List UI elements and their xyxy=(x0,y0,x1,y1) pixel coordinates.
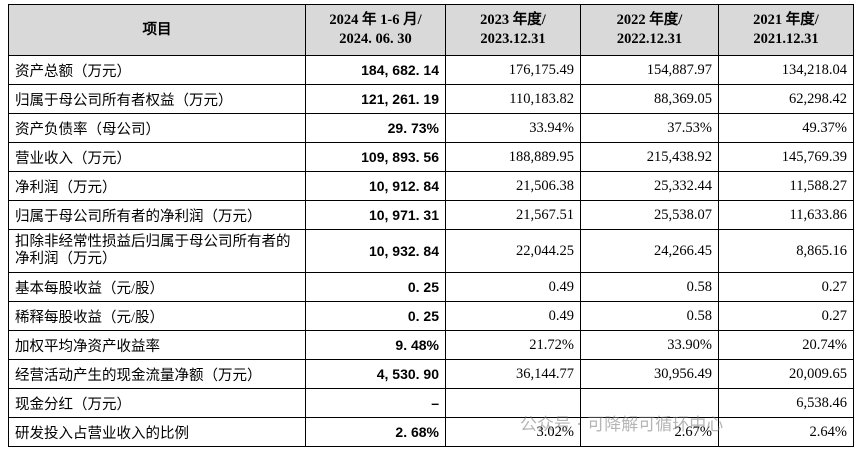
value-cell: – xyxy=(305,388,446,418)
value-cell: 33.94% xyxy=(445,113,581,143)
row-label: 资产负债率（母公司） xyxy=(8,113,306,143)
value-cell: 0. 25 xyxy=(305,301,446,331)
row-label: 加权平均净资产收益率 xyxy=(8,330,306,360)
row-label: 扣除非经常性损益后归属于母公司所有者的净利润（万元） xyxy=(8,229,306,273)
value-cell: 10, 932. 84 xyxy=(305,229,446,273)
header-cell: 2022 年度/2022.12.31 xyxy=(580,4,719,56)
table-row: 归属于母公司所有者的净利润（万元） 10, 971. 31 21,567.51 25,… xyxy=(8,200,854,230)
header-cell: 2023 年度/2023.12.31 xyxy=(445,4,581,56)
value-cell: 20,009.65 xyxy=(718,359,854,389)
value-cell: 0.27 xyxy=(718,272,854,302)
row-label: 归属于母公司所有者权益（万元） xyxy=(8,84,306,114)
row-label: 现金分红（万元） xyxy=(8,388,306,418)
value-cell: 49.37% xyxy=(718,113,854,143)
value-cell: 154,887.97 xyxy=(580,55,719,85)
table-row: 稀释每股收益（元/股） 0. 25 0.49 0.58 0.27 xyxy=(8,301,854,331)
value-cell: 3.02% xyxy=(445,417,581,447)
row-label: 营业收入（万元） xyxy=(8,142,306,172)
data-table: 项目 2024 年 1-6 月/2024. 06. 30 2023 年度/2023.… xyxy=(8,4,854,447)
value-cell: 10, 912. 84 xyxy=(305,171,446,201)
value-cell: 30,956.49 xyxy=(580,359,719,389)
table-row: 净利润（万元） 10, 912. 84 21,506.38 25,332.44 11,5… xyxy=(8,171,854,201)
value-cell: 109, 893. 56 xyxy=(305,142,446,172)
table-row: 营业收入（万元） 109, 893. 56 188,889.95 215,438.92… xyxy=(8,142,854,172)
header-cell: 2024 年 1-6 月/2024. 06. 30 xyxy=(305,4,446,56)
value-cell: 4, 530. 90 xyxy=(305,359,446,389)
value-cell: 6,538.46 xyxy=(718,388,854,418)
value-cell: 36,144.77 xyxy=(445,359,581,389)
row-label: 资产总额（万元） xyxy=(8,55,306,85)
value-cell: 2. 68% xyxy=(305,417,446,447)
value-cell: 25,538.07 xyxy=(580,200,719,230)
row-label: 稀释每股收益（元/股） xyxy=(8,301,306,331)
value-cell: 10, 971. 31 xyxy=(305,200,446,230)
value-cell: 2.64% xyxy=(718,417,854,447)
table-row: 归属于母公司所有者权益（万元） 121, 261. 19 110,183.82 88,… xyxy=(8,84,854,114)
value-cell: 188,889.95 xyxy=(445,142,581,172)
value-cell: 24,266.45 xyxy=(580,229,719,273)
value-cell: 184, 682. 14 xyxy=(305,55,446,85)
value-cell: 0.49 xyxy=(445,272,581,302)
watermark: 公众号 · 可降解可循环中心 xyxy=(520,415,724,435)
value-cell: 0. 25 xyxy=(305,272,446,302)
row-label: 净利润（万元） xyxy=(8,171,306,201)
table-row: 资产负债率（母公司） 29. 73% 33.94% 37.53% 49.37% xyxy=(8,113,854,143)
value-cell: 20.74% xyxy=(718,330,854,360)
value-cell: 9. 48% xyxy=(305,330,446,360)
value-cell: 33.90% xyxy=(580,330,719,360)
header-cell: 项目 xyxy=(8,4,306,56)
value-cell: 21,567.51 xyxy=(445,200,581,230)
table-row: 加权平均净资产收益率 9. 48% 21.72% 33.90% 20.74% xyxy=(8,330,854,360)
row-label: 研发投入占营业收入的比例 xyxy=(8,417,306,447)
table-row: 研发投入占营业收入的比例 2. 68% 3.02% 2.67% 2.64% xyxy=(8,417,854,447)
value-cell: 0.58 xyxy=(580,272,719,302)
value-cell: 0.49 xyxy=(445,301,581,331)
value-cell: 37.53% xyxy=(580,113,719,143)
header-cell: 2021 年度/2021.12.31 xyxy=(718,4,854,56)
value-cell: 21.72% xyxy=(445,330,581,360)
value-cell: 21,506.38 xyxy=(445,171,581,201)
value-cell: 0.58 xyxy=(580,301,719,331)
value-cell: 11,633.86 xyxy=(718,200,854,230)
value-cell: 176,175.49 xyxy=(445,55,581,85)
table-row: 经营活动产生的现金流量净额（万元） 4, 530. 90 36,144.77 30,9… xyxy=(8,359,854,389)
value-cell: 11,588.27 xyxy=(718,171,854,201)
table-row: 资产总额（万元） 184, 682. 14 176,175.49 154,887.97… xyxy=(8,55,854,85)
value-cell: 29. 73% xyxy=(305,113,446,143)
value-cell: 121, 261. 19 xyxy=(305,84,446,114)
header-row: 项目 2024 年 1-6 月/2024. 06. 30 2023 年度/2023.… xyxy=(8,4,854,56)
row-label: 归属于母公司所有者的净利润（万元） xyxy=(8,200,306,230)
value-cell: 145,769.39 xyxy=(718,142,854,172)
value-cell: 22,044.25 xyxy=(445,229,581,273)
value-cell: 88,369.05 xyxy=(580,84,719,114)
value-cell: 134,218.04 xyxy=(718,55,854,85)
value-cell: 0.27 xyxy=(718,301,854,331)
value-cell: 215,438.92 xyxy=(580,142,719,172)
value-cell: 2.67% xyxy=(580,417,719,447)
table-row: 现金分红（万元） – 6,538.46 xyxy=(8,388,854,418)
table-row: 基本每股收益（元/股） 0. 25 0.49 0.58 0.27 xyxy=(8,272,854,302)
row-label: 经营活动产生的现金流量净额（万元） xyxy=(8,359,306,389)
table-body: 资产总额（万元） 184, 682. 14 176,175.49 154,887.97… xyxy=(8,55,854,447)
value-cell: 110,183.82 xyxy=(445,84,581,114)
table-row: 扣除非经常性损益后归属于母公司所有者的净利润（万元） 10, 932. 84 22,… xyxy=(8,229,854,273)
value-cell: 25,332.44 xyxy=(580,171,719,201)
row-label: 基本每股收益（元/股） xyxy=(8,272,306,302)
value-cell: 62,298.42 xyxy=(718,84,854,114)
value-cell: 8,865.16 xyxy=(718,229,854,273)
